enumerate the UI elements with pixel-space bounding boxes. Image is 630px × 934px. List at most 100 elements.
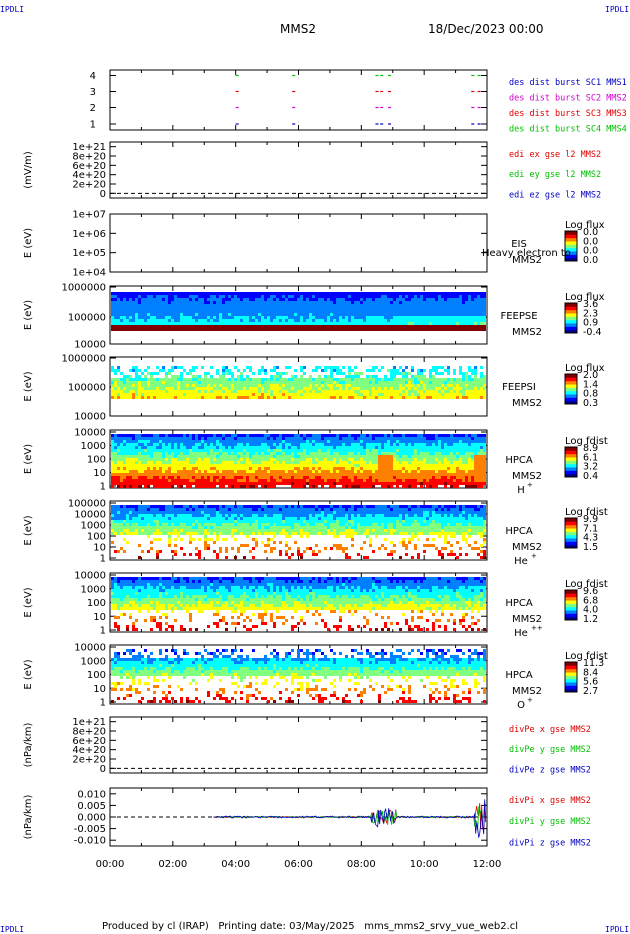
hpca_h-cell [414, 479, 417, 482]
hpca_h-cell [432, 452, 435, 455]
hpca_h-cell [351, 479, 354, 482]
feepse-cell [354, 298, 357, 301]
hpca_h-cell [348, 470, 351, 473]
feepse-cell [360, 295, 363, 298]
hpca_h-cell [303, 476, 306, 479]
feepse-cell [387, 295, 390, 298]
feepse-cell [456, 319, 459, 322]
feepsi-cell [402, 378, 405, 381]
hpca_h-cell [324, 443, 327, 446]
feepse-cell [339, 298, 342, 301]
hpca_h-cell [129, 443, 132, 446]
spacecraft-title: MMS2 [280, 22, 316, 36]
feepsi-cell [477, 393, 480, 396]
feepse-cell [303, 298, 306, 301]
feepse-cell [267, 304, 270, 307]
feepse-cell [300, 328, 303, 331]
hpca_h-cell [384, 482, 387, 485]
feepsi-cell [309, 381, 312, 384]
hpca_h-cell [153, 479, 156, 482]
feepsi-cell [417, 387, 420, 390]
hpca_h-cell [330, 446, 333, 449]
feepsi-cell [348, 387, 351, 390]
feepsi-cell [222, 378, 225, 381]
feepse-cell [336, 313, 339, 316]
hpca_h-cell [159, 452, 162, 455]
hpca_h-cell [264, 467, 267, 470]
feepse-cell [432, 307, 435, 310]
hpca_h-cell [402, 440, 405, 443]
hpca_h-cell [432, 473, 435, 476]
feepse-cell [255, 292, 258, 295]
feepsi-cell [282, 381, 285, 384]
feepsi-cell [336, 390, 339, 393]
feepsi-cell [243, 381, 246, 384]
hpca_h-cell [279, 461, 282, 464]
feepse-ytick-label: 10000 [74, 340, 106, 351]
hpca_h-cell [237, 437, 240, 440]
feepse-cell [156, 316, 159, 319]
feepsi-cell [165, 381, 168, 384]
feepse-cell [411, 313, 414, 316]
hpca_h-cell [309, 464, 312, 467]
feepsi-cell [171, 375, 174, 378]
feepse-cell [417, 319, 420, 322]
feepsi-cell [138, 387, 141, 390]
hpca_h-cell [429, 455, 432, 458]
feepse-cell [408, 328, 411, 331]
hpca_h-cell [219, 485, 222, 488]
hpca_h-cell [165, 443, 168, 446]
eis-colorbar-segment [565, 241, 577, 245]
feepsi-cell [258, 396, 261, 399]
hpca_h-cell [423, 446, 426, 449]
feepse-cell [423, 325, 426, 328]
hpca_h-cell [138, 452, 141, 455]
hpca_h-cell [159, 467, 162, 470]
feepse-cell [327, 325, 330, 328]
feepsi-cell [189, 369, 192, 372]
feepse-cell [129, 325, 132, 328]
feepsi-cell [390, 381, 393, 384]
feepse-cell [408, 322, 411, 325]
feepsi-cell [132, 387, 135, 390]
feepsi-cell [177, 390, 180, 393]
feepse-cell [324, 298, 327, 301]
hpca_h-cell [255, 437, 258, 440]
feepsi-cell [318, 396, 321, 399]
feepsi-cell [429, 381, 432, 384]
feepsi-cell [213, 396, 216, 399]
feepsi-cell [195, 375, 198, 378]
feepse-cell [204, 307, 207, 310]
feepsi-cell [321, 369, 324, 372]
feepse-cell [399, 310, 402, 313]
feepse-cell [384, 298, 387, 301]
feepse-colorbar-tick: -0.4 [583, 327, 602, 338]
hpca_h-cell [258, 464, 261, 467]
feepse-cell [165, 307, 168, 310]
hpca_h-cell [204, 452, 207, 455]
feepsi-cell [204, 387, 207, 390]
hpca_h-cell [273, 479, 276, 482]
feepse-cell [393, 316, 396, 319]
hpca_h-cell [225, 479, 228, 482]
hpca_h-cell [234, 449, 237, 452]
hpca_h-cell [363, 470, 366, 473]
feepsi-cell [138, 393, 141, 396]
feepse-cell [258, 307, 261, 310]
hpca_h-cell [354, 470, 357, 473]
feepse-cell [123, 304, 126, 307]
feepse-cell [342, 307, 345, 310]
hpca_h-cell [174, 458, 177, 461]
hpca_h-cell [423, 434, 426, 437]
hpca_h-cell [117, 470, 120, 473]
feepsi-cell [282, 387, 285, 390]
feepse-cell [282, 307, 285, 310]
feepsi-cell [375, 378, 378, 381]
feepse-cell [282, 316, 285, 319]
feepse-cell [429, 307, 432, 310]
hpca_h-cell [408, 446, 411, 449]
feepse-cell [150, 295, 153, 298]
feepse-cell [228, 313, 231, 316]
feepsi-cell [303, 390, 306, 393]
feepsi-cell [405, 378, 408, 381]
